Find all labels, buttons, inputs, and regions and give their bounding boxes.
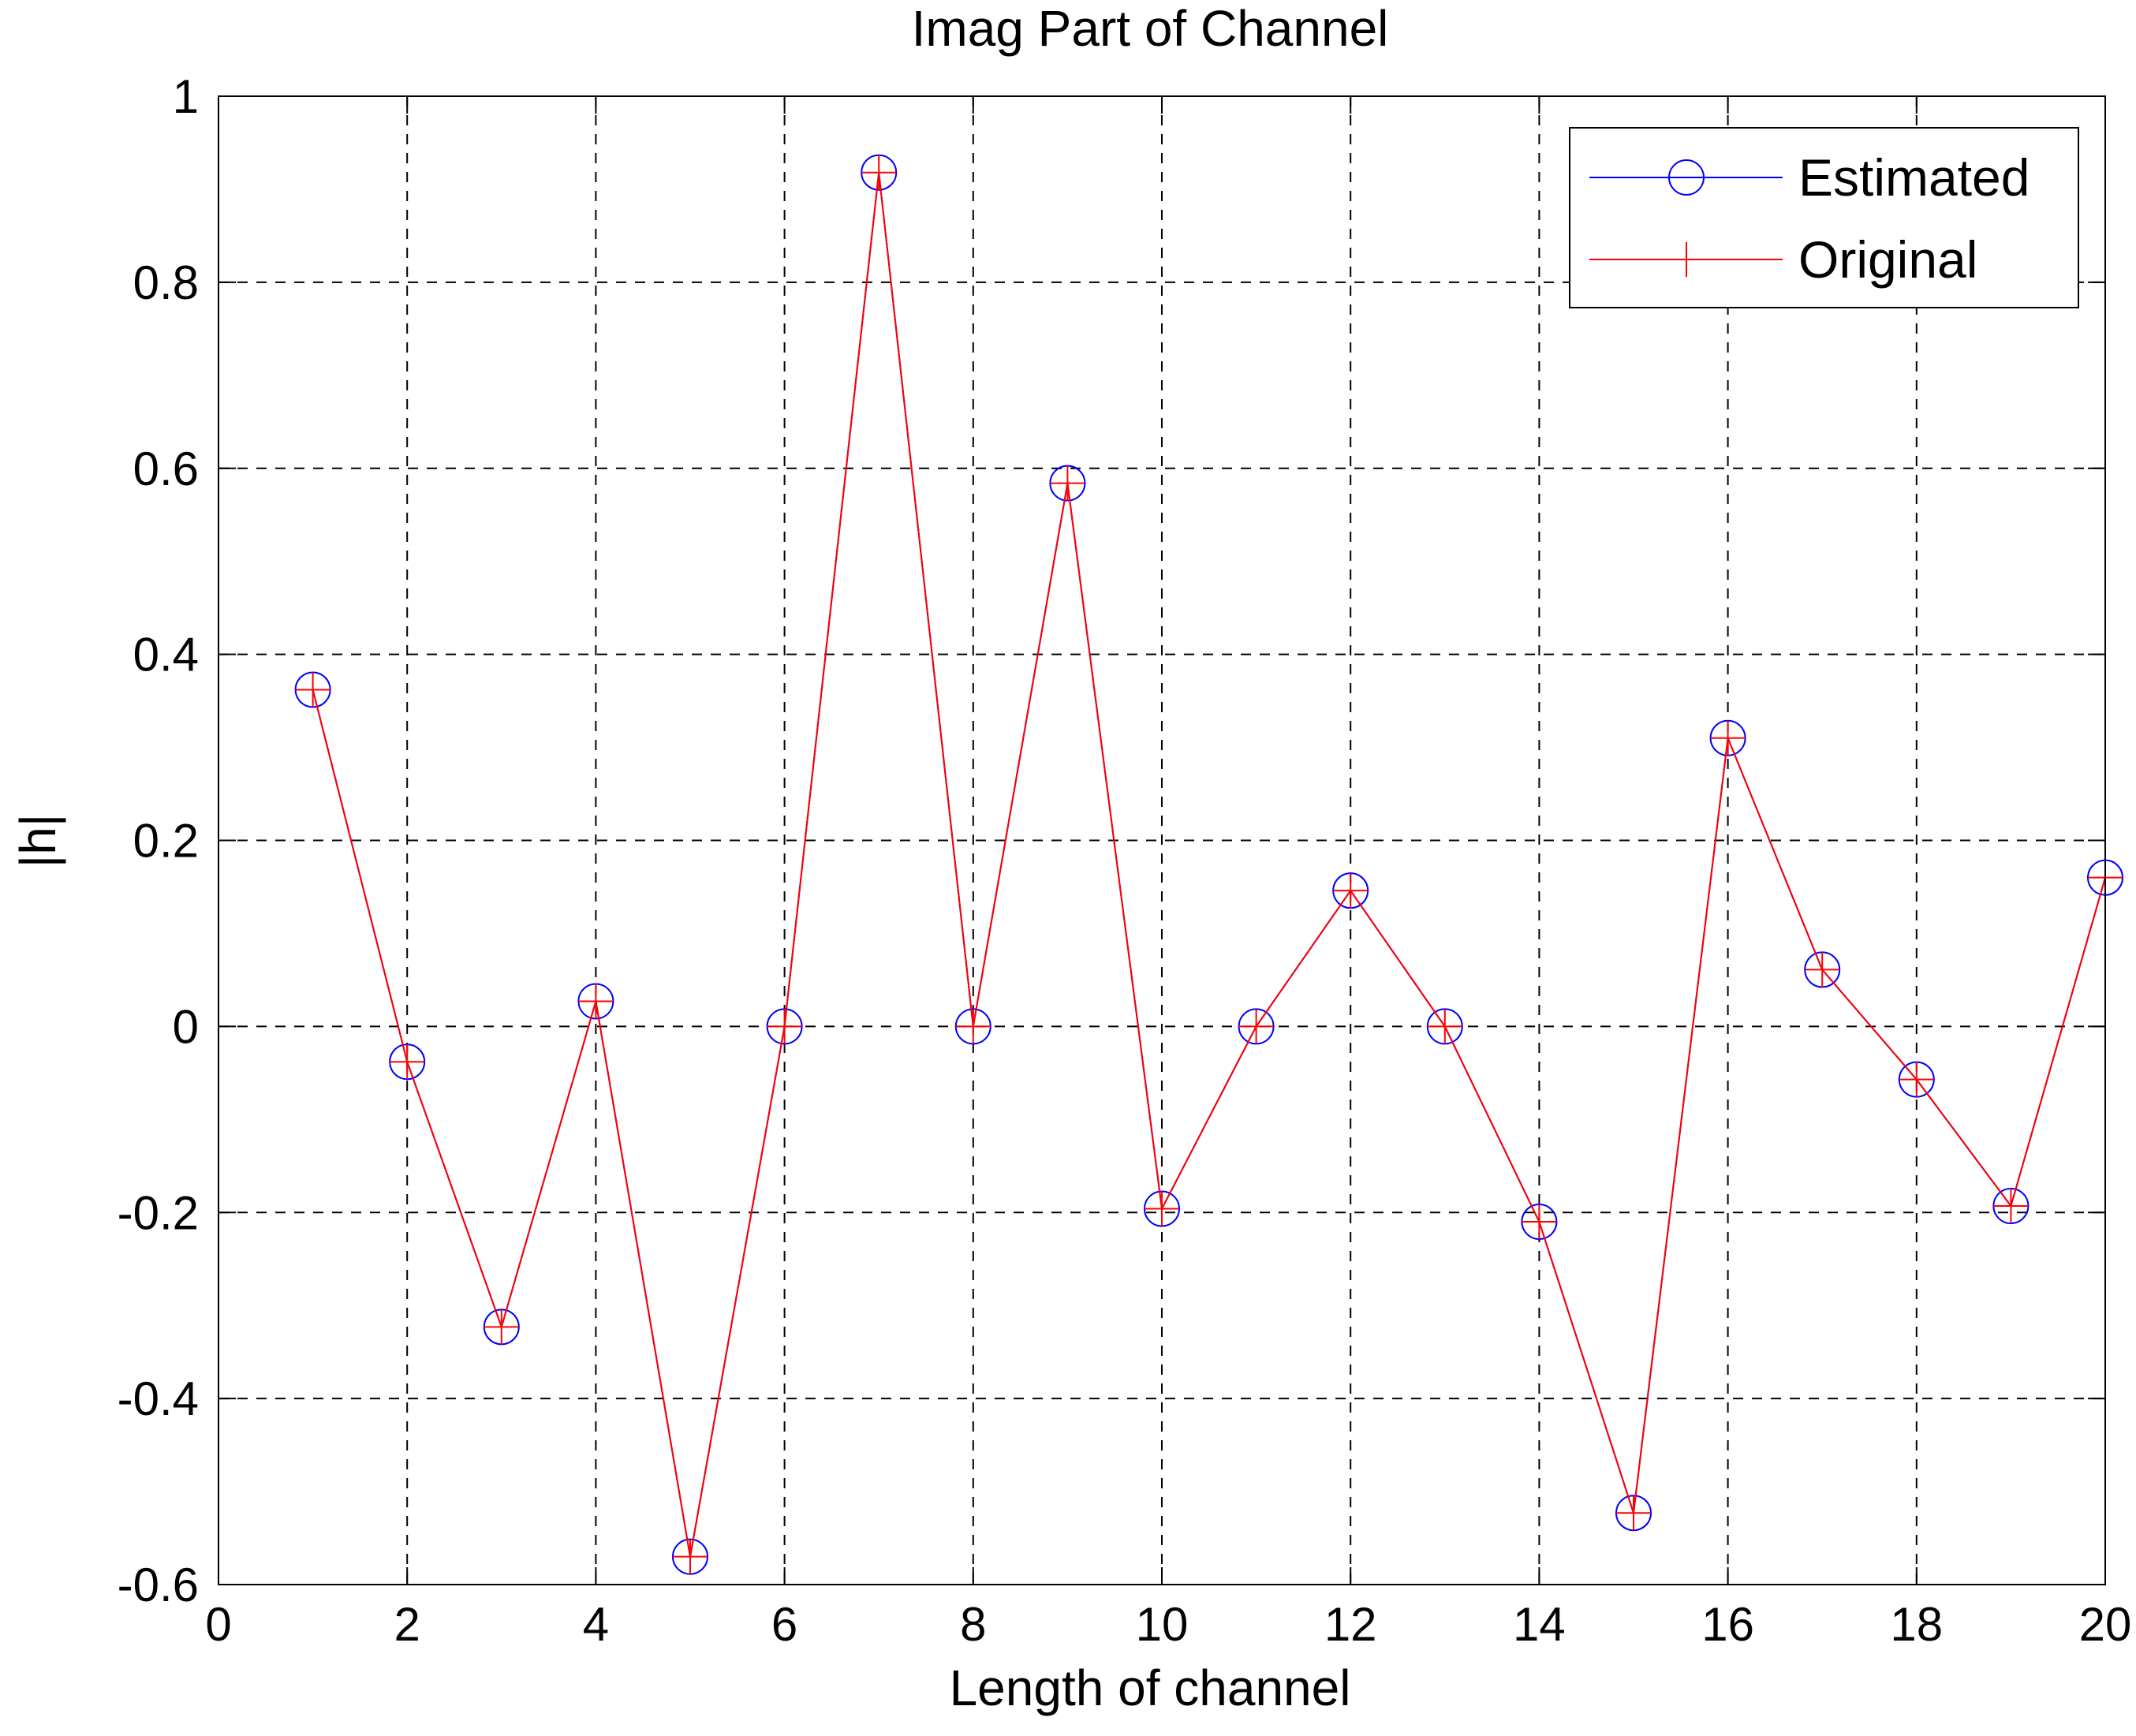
data-point-original: [484, 1309, 519, 1345]
data-point-original: [1145, 1191, 1179, 1226]
x-tick-label: 0: [205, 1598, 231, 1651]
data-point-original: [673, 1539, 708, 1574]
legend-label-original: Original: [1798, 230, 1977, 289]
x-tick-label: 10: [1136, 1598, 1189, 1651]
x-tick-label: 6: [771, 1598, 797, 1651]
legend-box: [1569, 127, 2079, 308]
y-tick-label: -0.4: [118, 1372, 199, 1425]
series-layer: [294, 154, 2123, 1575]
legend-marker-original: [1669, 242, 1704, 277]
y-tick-label: 0.6: [133, 442, 199, 495]
y-tick-label: -0.6: [118, 1559, 199, 1611]
data-point-original: [1899, 1062, 1934, 1097]
y-tick-label: 0.8: [133, 256, 199, 309]
x-tick-label: 14: [1513, 1598, 1566, 1651]
series-line-original: [312, 172, 2106, 1557]
x-tick-label: 18: [1890, 1598, 1943, 1651]
x-tick-label: 2: [394, 1598, 420, 1651]
legend-marker-estimated: [1668, 159, 1705, 196]
y-tick-label: 0: [173, 1000, 199, 1053]
data-point-original: [1050, 465, 1085, 501]
data-point-original: [1710, 720, 1746, 756]
y-tick-label: 0.4: [133, 629, 199, 681]
data-point-original: [295, 672, 330, 707]
data-point-original: [1805, 952, 1840, 987]
data-point-original: [390, 1044, 425, 1080]
data-point-original: [578, 984, 614, 1019]
y-tick-labels: -0.6 -0.4 -0.2 0 0.2 0.4 0.6 0.8 1: [118, 70, 199, 1611]
data-point-original: [1616, 1495, 1651, 1531]
data-point-original: [955, 1009, 991, 1044]
legend-entries: Estimated Original: [1589, 148, 2030, 289]
data-point-original: [1993, 1188, 2029, 1223]
chart-title: Imag Part of Channel: [912, 0, 1389, 57]
y-tick-label: 1: [173, 70, 199, 123]
x-tick-label: 8: [960, 1598, 986, 1651]
data-point-original: [767, 1009, 802, 1044]
data-point-original: [1333, 873, 1369, 909]
axis-ticks: [218, 95, 2106, 1585]
x-axis-label: Length of channel: [950, 1659, 1351, 1716]
data-point-original: [861, 155, 897, 190]
x-tick-label: 16: [1701, 1598, 1754, 1651]
y-axis-label: |h|: [9, 814, 66, 868]
legend-label-estimated: Estimated: [1798, 148, 2030, 207]
data-point-original: [1522, 1204, 1557, 1240]
grid-lines: [218, 96, 2105, 1585]
data-point-original: [1427, 1009, 1462, 1044]
x-tick-label: 12: [1324, 1598, 1377, 1651]
y-tick-label: 0.2: [133, 815, 199, 868]
x-tick-label: 4: [583, 1598, 609, 1651]
y-tick-label: -0.2: [118, 1186, 199, 1239]
x-tick-labels: 0 2 4 6 8 10 12 14 16 18 20: [205, 1598, 2131, 1651]
x-tick-label: 20: [2079, 1598, 2132, 1651]
data-point-original: [1238, 1009, 1274, 1044]
legend: Estimated Original: [1569, 127, 2079, 308]
